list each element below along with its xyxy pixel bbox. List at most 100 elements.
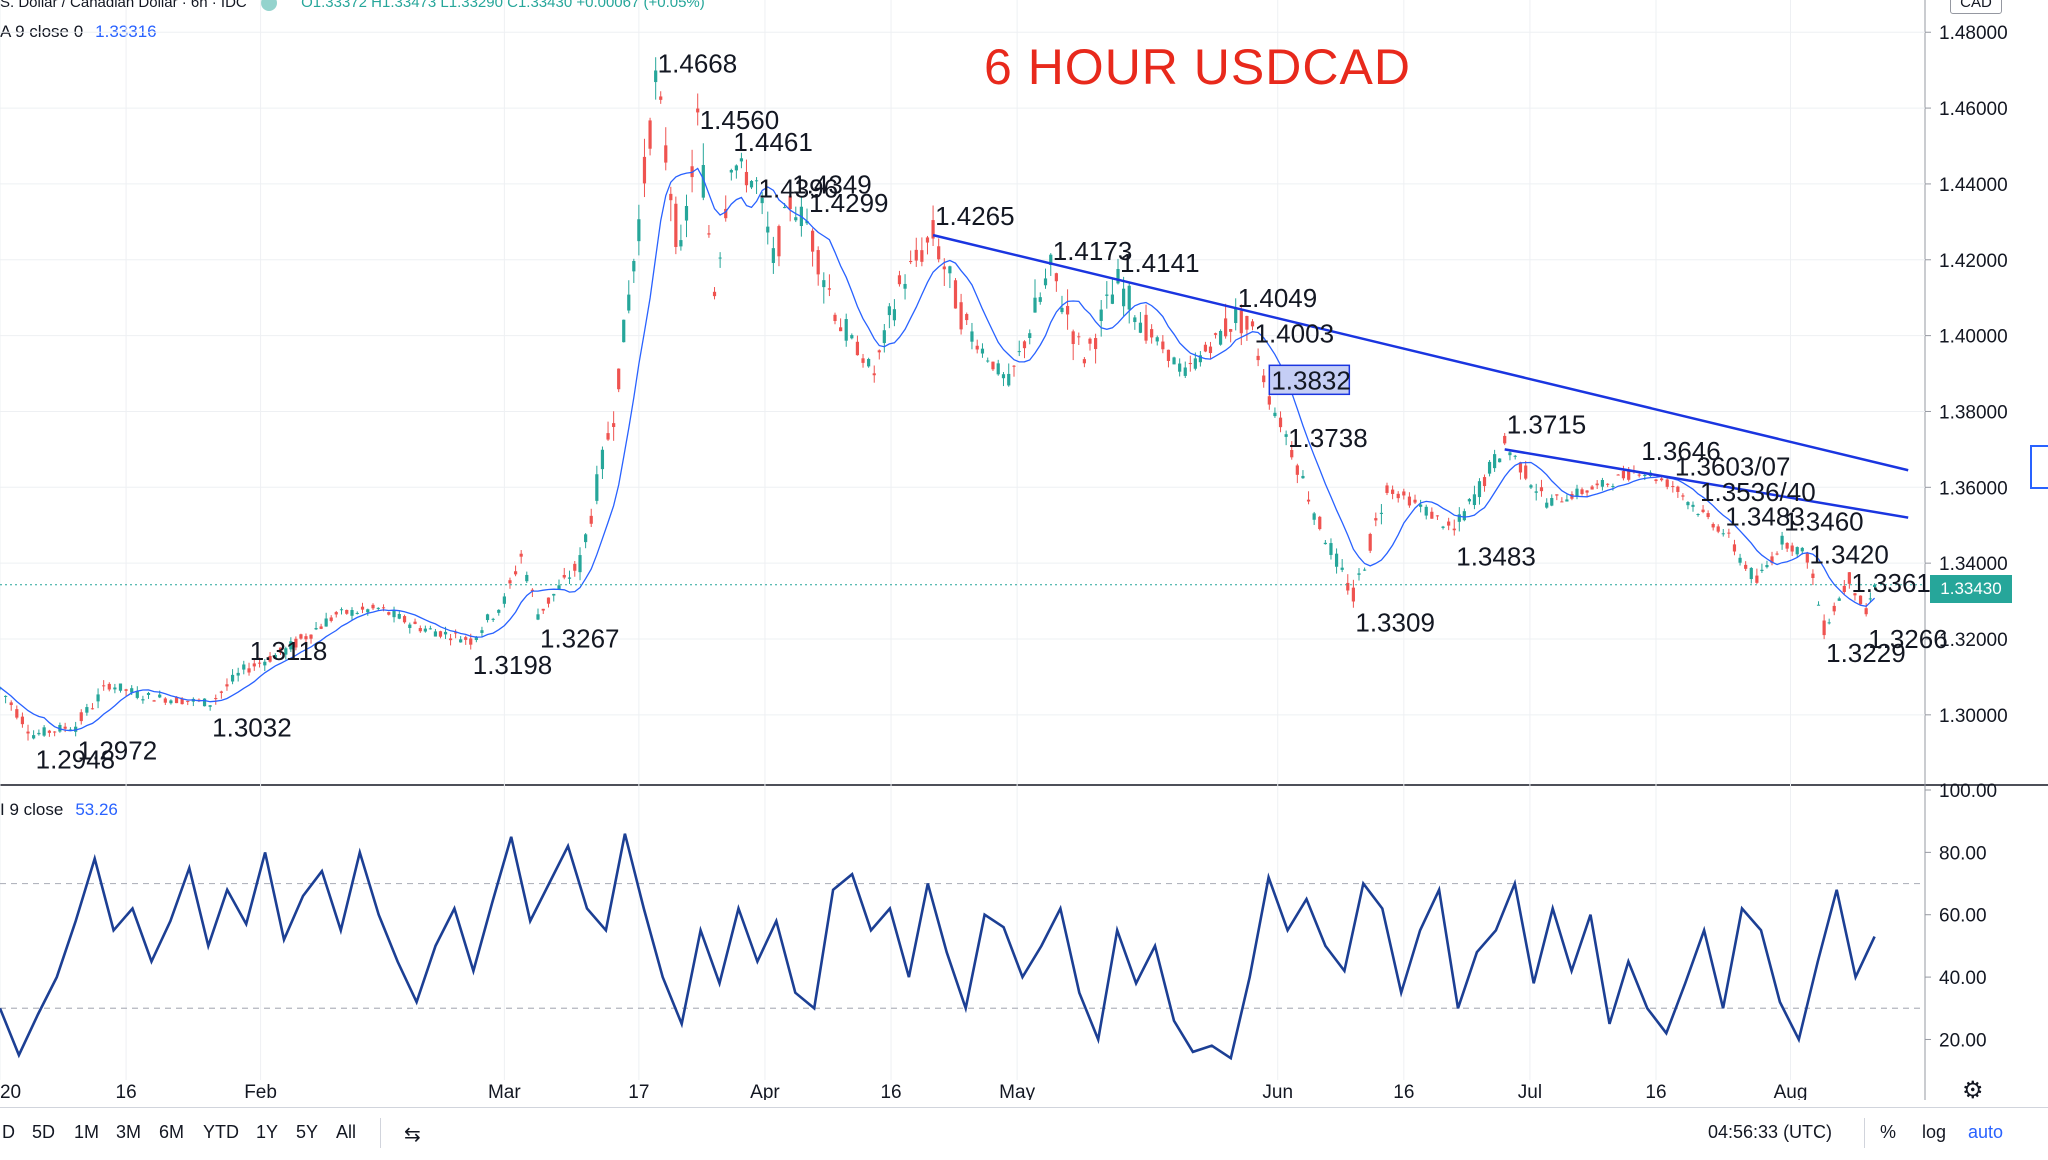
log-scale-toggle[interactable]: log — [1922, 1122, 1947, 1142]
price-annotation: 1.3266 — [1868, 624, 1948, 654]
candle-body — [734, 165, 738, 171]
range-button-1m[interactable]: 1M — [74, 1122, 100, 1142]
candle-body — [1301, 475, 1305, 479]
candle-body — [1621, 470, 1626, 479]
candle-body — [669, 193, 673, 201]
candle-body — [1245, 315, 1249, 330]
candle-body — [1847, 572, 1851, 584]
candle-body — [810, 230, 815, 252]
x-tick-label: 17 — [628, 1082, 649, 1100]
x-tick-label: 16 — [1393, 1082, 1414, 1100]
candle-body — [578, 555, 582, 573]
candle-body — [1681, 495, 1685, 497]
y-tick-label: 1.44000 — [1939, 175, 2008, 196]
candle-body — [1696, 513, 1700, 515]
candle-body — [1368, 533, 1372, 551]
candle-body — [146, 692, 151, 695]
range-button-3m[interactable]: 3M — [116, 1122, 142, 1142]
goto-date-icon[interactable]: ⇆ — [404, 1124, 421, 1146]
range-button-1y[interactable]: 1Y — [256, 1122, 279, 1142]
candle-body — [1606, 483, 1610, 485]
candle-body — [822, 280, 826, 288]
candle-body — [15, 709, 19, 718]
candle-body — [1351, 587, 1355, 602]
y-tick-label: 1.38000 — [1939, 402, 2008, 423]
candle-body — [942, 266, 946, 270]
candle-body — [872, 373, 876, 376]
candle-body — [1716, 526, 1720, 532]
candle-body — [158, 694, 162, 698]
range-button-6m[interactable]: 6M — [159, 1122, 185, 1142]
price-scale-handle[interactable] — [2030, 445, 2048, 489]
candle-body — [268, 655, 272, 662]
clock-readout[interactable]: 04:56:33 (UTC) — [1708, 1122, 1833, 1142]
candle-body — [1419, 504, 1423, 507]
candle-body — [225, 684, 229, 687]
candle-body — [1193, 358, 1197, 369]
candle-body — [1028, 333, 1032, 338]
candle-body — [1832, 605, 1836, 612]
candle-body — [1508, 452, 1512, 456]
price-annotation: 1.4668 — [658, 48, 738, 78]
range-button-d[interactable]: D — [2, 1122, 15, 1142]
candle-body — [413, 621, 417, 624]
gear-icon[interactable]: ⚙ — [1962, 1077, 1984, 1104]
range-button-5y[interactable]: 5Y — [296, 1122, 319, 1142]
trend-line[interactable] — [932, 233, 1909, 472]
candle-body — [360, 606, 365, 610]
candle-body — [186, 700, 190, 702]
x-tick-label: May — [999, 1082, 1035, 1100]
candle-body — [1234, 308, 1238, 324]
candle-body — [319, 626, 323, 629]
price-annotation: 1.3460 — [1784, 506, 1864, 536]
rsi-legend[interactable]: I 9 close 53.26 — [0, 800, 118, 820]
trend-line[interactable] — [1504, 448, 1909, 519]
percent-scale-toggle[interactable]: % — [1880, 1122, 1897, 1142]
candle-body — [1295, 465, 1299, 475]
price-annotation: 1.3715 — [1507, 410, 1587, 440]
candle-body — [991, 361, 995, 370]
candle-body — [1529, 485, 1533, 488]
ma-legend[interactable]: A 9 close 0 1.33316 — [0, 22, 157, 42]
candle-body — [1600, 480, 1605, 487]
candle-body — [1837, 598, 1841, 601]
candle-body — [1721, 533, 1725, 535]
candle-body — [1218, 330, 1223, 345]
candle-body — [749, 180, 754, 188]
price-annotation: 1.2948 — [36, 745, 116, 775]
candle-body — [1224, 318, 1228, 337]
price-annotation: 1.2972 — [78, 735, 158, 765]
range-button-ytd[interactable]: YTD — [203, 1122, 239, 1142]
candle-body — [491, 618, 495, 620]
candle-body — [304, 636, 308, 640]
range-button-all[interactable]: All — [336, 1122, 357, 1142]
chart-canvas[interactable]: 2020 16 Feb Mar 17 Apr 16 May Jun 16 Jul 16 Aug 1.480… — [0, 0, 2048, 1100]
candle-body — [1110, 294, 1115, 304]
candle-body — [464, 637, 468, 640]
candle-body — [169, 700, 173, 704]
candle-body — [1858, 595, 1863, 605]
candle-body — [314, 628, 318, 630]
candle-body — [63, 726, 67, 729]
candle-body — [1329, 543, 1333, 555]
candle-body — [546, 597, 551, 604]
candle-body — [1391, 489, 1395, 494]
range-button-5d[interactable]: 5D — [32, 1122, 56, 1142]
candle-body — [659, 96, 663, 100]
candle-body — [1467, 499, 1471, 502]
candle-body — [480, 630, 484, 633]
candle-body — [684, 205, 689, 221]
candle-body — [284, 648, 288, 655]
candle-body — [1318, 516, 1322, 530]
candle-body — [79, 712, 83, 722]
candle-body — [1413, 499, 1417, 503]
ma-legend-label: A 9 close 0 — [0, 22, 84, 41]
auto-scale-toggle[interactable]: auto — [1968, 1122, 2004, 1142]
currency-badge[interactable]: CAD — [1950, 0, 2002, 14]
candle-body — [1785, 542, 1789, 549]
candle-body — [1616, 474, 1620, 476]
y-tick-label: 1.48000 — [1939, 23, 2008, 44]
candle-body — [562, 575, 566, 578]
candle-body — [861, 358, 865, 363]
candle-body — [113, 687, 117, 690]
